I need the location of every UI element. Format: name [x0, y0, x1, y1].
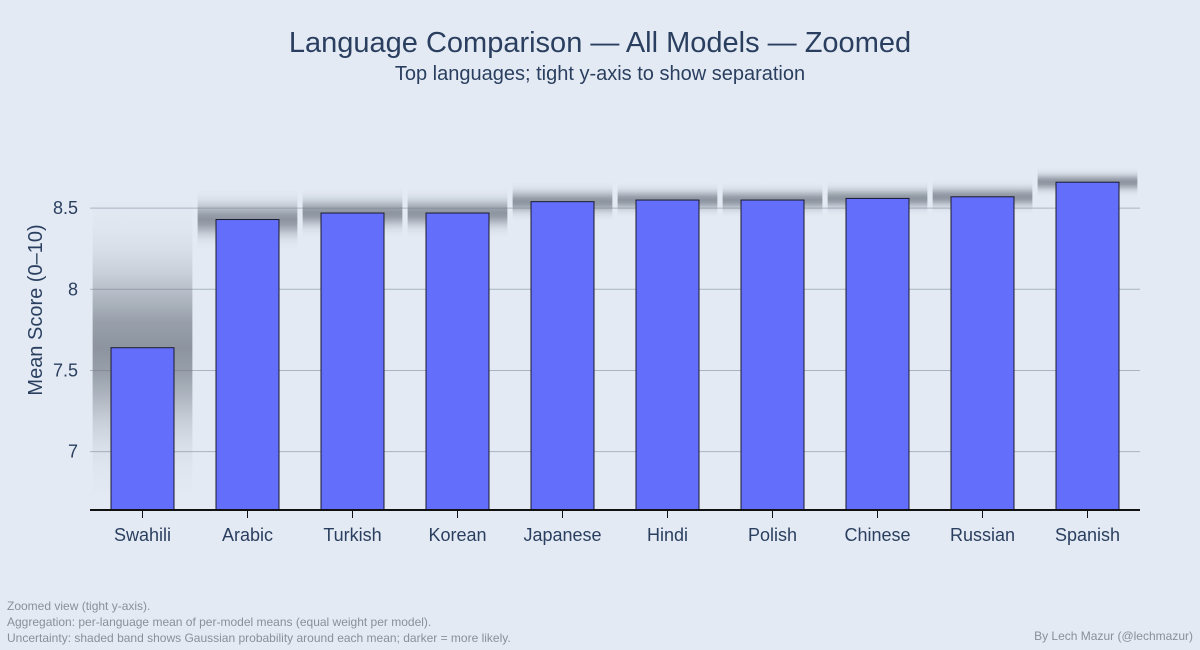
x-tick-label: Chinese — [844, 525, 910, 545]
y-tick-label: 7 — [68, 442, 78, 462]
x-tick-label: Hindi — [647, 525, 688, 545]
y-tick-label: 7.5 — [53, 360, 78, 380]
bar — [950, 196, 1015, 511]
x-tick-label: Turkish — [323, 525, 381, 545]
x-tick-label: Swahili — [114, 525, 171, 545]
footnotes: Zoomed view (tight y-axis). Aggregation:… — [7, 598, 511, 646]
chart-subtitle: Top languages; tight y-axis to show sepa… — [394, 63, 806, 85]
bar — [635, 199, 700, 511]
y-axis: 7 7.5 8 8.5 — [53, 198, 78, 461]
bar — [320, 212, 385, 511]
bar — [740, 199, 805, 511]
bars — [110, 181, 1120, 511]
x-tick-label: Arabic — [222, 525, 273, 545]
x-tick-label: Japanese — [523, 525, 601, 545]
footnote-line: Aggregation: per-language mean of per-mo… — [7, 615, 432, 629]
bar — [845, 197, 910, 511]
credit: By Lech Mazur (@lechmazur) — [1034, 629, 1193, 643]
x-tick-label: Polish — [748, 525, 797, 545]
y-axis-title: Mean Score (0–10) — [25, 224, 47, 395]
bar — [215, 219, 280, 511]
y-tick-label: 8.5 — [53, 198, 78, 218]
bar — [425, 212, 490, 511]
bar — [110, 347, 175, 511]
x-tick-label: Russian — [950, 525, 1015, 545]
x-tick-label: Spanish — [1055, 525, 1120, 545]
bar — [530, 201, 595, 511]
x-axis: Swahili Arabic Turkish Korean Japanese Hindi P… — [90, 509, 1140, 545]
footnote-line: Uncertainty: shaded band shows Gaussian … — [7, 631, 511, 645]
chart-title: Language Comparison — All Models — Zoome… — [288, 27, 912, 59]
y-tick-label: 8 — [68, 279, 78, 299]
bar — [1055, 181, 1120, 511]
footnote-line: Zoomed view (tight y-axis). — [7, 599, 151, 613]
x-tick-label: Korean — [428, 525, 486, 545]
